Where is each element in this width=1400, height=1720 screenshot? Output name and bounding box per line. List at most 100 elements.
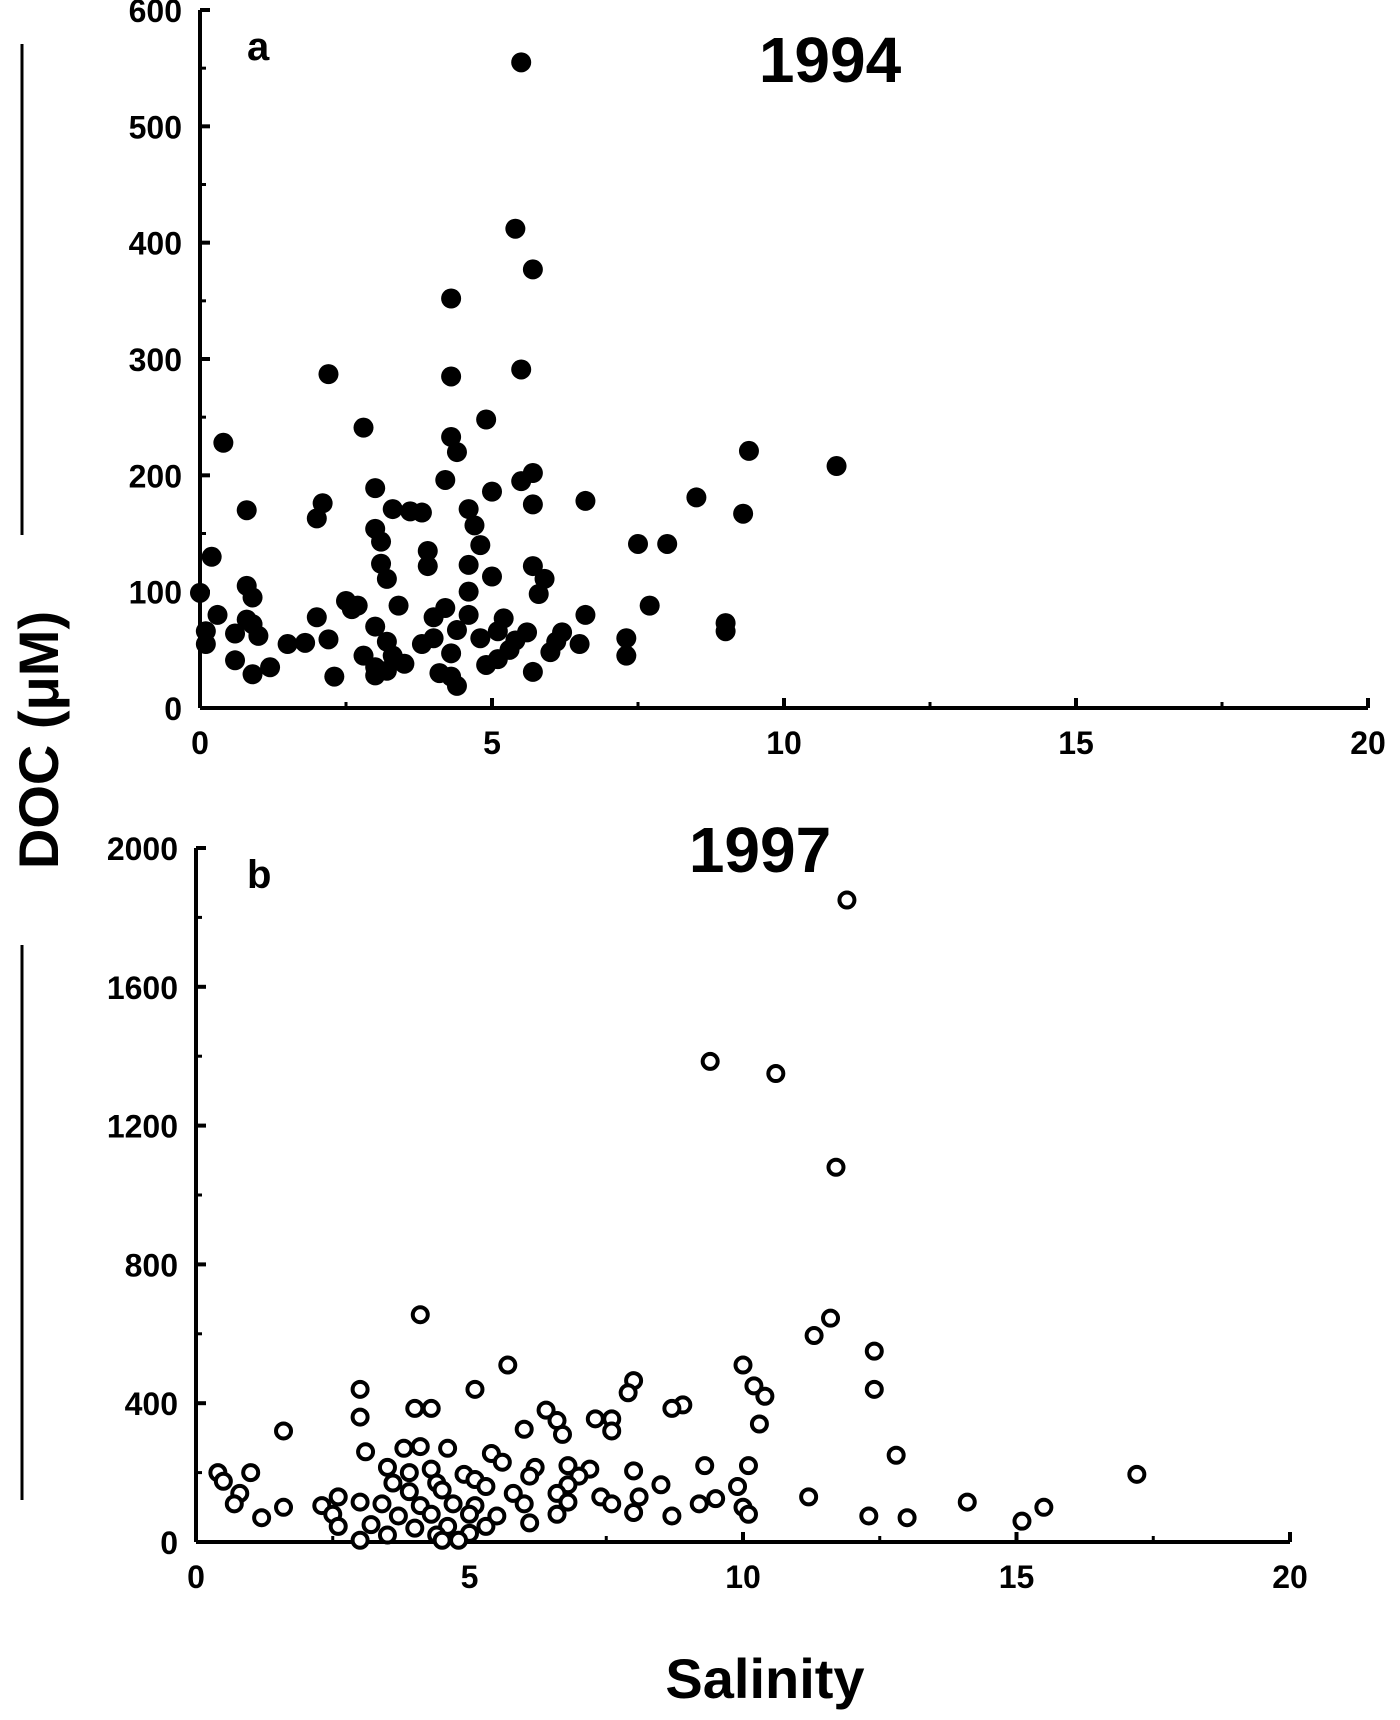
panel-b-point	[886, 1445, 906, 1465]
panel-b-point	[241, 1463, 261, 1483]
panel-b-y-tick-label: 2000	[107, 831, 178, 867]
panel-b-point	[498, 1355, 518, 1375]
panel-a-point	[213, 432, 234, 453]
panel-b-point	[405, 1518, 425, 1538]
panel-a-point	[277, 634, 298, 655]
panel-b-point	[213, 1471, 233, 1491]
panel-a-point	[201, 546, 222, 567]
panel-b-point	[460, 1504, 479, 1524]
panel-b-point	[449, 1530, 469, 1550]
panel-b-point	[361, 1515, 381, 1535]
panel-b-point	[695, 1456, 715, 1476]
panel-a-point	[476, 409, 497, 430]
panel-a-y-tick-label: 100	[129, 575, 182, 611]
panel-b-point	[897, 1508, 917, 1528]
panel-a-point	[248, 625, 269, 646]
panel-a-point	[371, 531, 392, 552]
panel-a-y-tick-label: 300	[129, 342, 182, 378]
panel-b: b 1997 0 5 10 15 20 0 400 800 1200 1600 2000	[107, 814, 1308, 1595]
panel-a-point	[423, 628, 444, 649]
panel-b-point	[689, 1494, 709, 1514]
panel-b-x-tick-label: 5	[461, 1559, 479, 1595]
panel-b-point	[728, 1476, 748, 1496]
panel-a-point	[458, 604, 479, 625]
panel-a-points	[190, 52, 847, 696]
panel-a-point	[575, 490, 596, 511]
panel-a-point	[522, 661, 543, 682]
panel-b-point	[405, 1398, 425, 1418]
panel-a-x-tick-label: 20	[1350, 725, 1386, 761]
panel-a-point	[482, 481, 502, 502]
panel-b-point	[410, 1437, 430, 1457]
panel-b-point	[749, 1414, 769, 1434]
panel-b-point	[755, 1386, 775, 1406]
panel-b-y-tick-label: 400	[125, 1386, 178, 1422]
panel-b-point	[432, 1530, 452, 1550]
panel-a-point	[382, 499, 403, 520]
panel-a-point	[394, 653, 415, 674]
panel-b-point	[421, 1398, 441, 1418]
panel-b-y-tick-label: 800	[125, 1247, 178, 1283]
panel-b-point	[618, 1383, 638, 1403]
panel-b-point	[476, 1476, 496, 1496]
panel-b-point	[476, 1516, 496, 1536]
panel-b-point	[252, 1508, 272, 1528]
panel-b-y-tick-label: 1600	[107, 970, 178, 1006]
panel-a-point	[511, 471, 532, 492]
panel-b-point	[372, 1494, 392, 1514]
panel-b-point	[224, 1494, 244, 1514]
panel-a-point	[441, 643, 462, 664]
panel-b-point	[394, 1438, 414, 1458]
panel-b-x-tick-label: 10	[725, 1559, 761, 1595]
panel-a-point	[511, 52, 532, 73]
panel-b-point	[514, 1494, 534, 1514]
panel-a-point	[446, 620, 467, 641]
panel-b-point	[738, 1456, 758, 1476]
panel-b-point	[492, 1452, 512, 1472]
panel-b-point	[328, 1487, 348, 1507]
panel-a-point	[522, 556, 543, 577]
panel-b-point	[558, 1456, 578, 1476]
panel-b-point	[744, 1376, 764, 1396]
panel-b-point	[1034, 1497, 1054, 1517]
panel-a-point	[733, 503, 754, 524]
panel-a-point	[628, 533, 648, 554]
panel-b-point	[514, 1419, 534, 1439]
panel-a-point	[376, 568, 397, 589]
panel-b-point	[700, 1051, 720, 1071]
panel-b-point	[465, 1379, 485, 1399]
panel-a-point	[318, 629, 339, 650]
panel-b-point	[706, 1489, 726, 1509]
panel-b-point	[356, 1442, 376, 1462]
panel-b-point	[274, 1497, 294, 1517]
panel-b-title: 1997	[689, 814, 831, 886]
panel-a-point	[441, 426, 462, 447]
panel-b-point	[799, 1487, 819, 1507]
panel-a-point	[522, 259, 543, 280]
panel-b-x-tick-label: 15	[999, 1559, 1035, 1595]
panel-a-point	[470, 628, 491, 649]
panel-a-point	[236, 500, 257, 521]
panel-b-point	[350, 1379, 370, 1399]
panel-a-point	[242, 587, 263, 608]
panel-a-point	[417, 556, 438, 577]
panel-a-point	[376, 660, 397, 681]
panel-a-point	[411, 502, 432, 523]
panel-b-point	[547, 1504, 567, 1524]
panel-a-point	[365, 478, 386, 499]
panel-a-point	[522, 494, 543, 515]
panel-b-point	[864, 1341, 884, 1361]
panel-b-point	[826, 1157, 846, 1177]
panel-b-point	[1127, 1464, 1147, 1484]
panel-b-point	[438, 1438, 458, 1458]
panel-b-point	[558, 1492, 578, 1512]
panel-a-point	[388, 595, 409, 616]
panel-a-point	[441, 288, 462, 309]
panel-a-point	[324, 666, 345, 687]
panel-b-point	[399, 1482, 419, 1502]
panel-a-point	[190, 582, 210, 603]
panel-a-point	[686, 487, 707, 508]
panel-a-point	[540, 642, 561, 663]
panel-b-axes: 0 5 10 15 20 0 400 800 1200 1600 2000	[107, 831, 1308, 1595]
